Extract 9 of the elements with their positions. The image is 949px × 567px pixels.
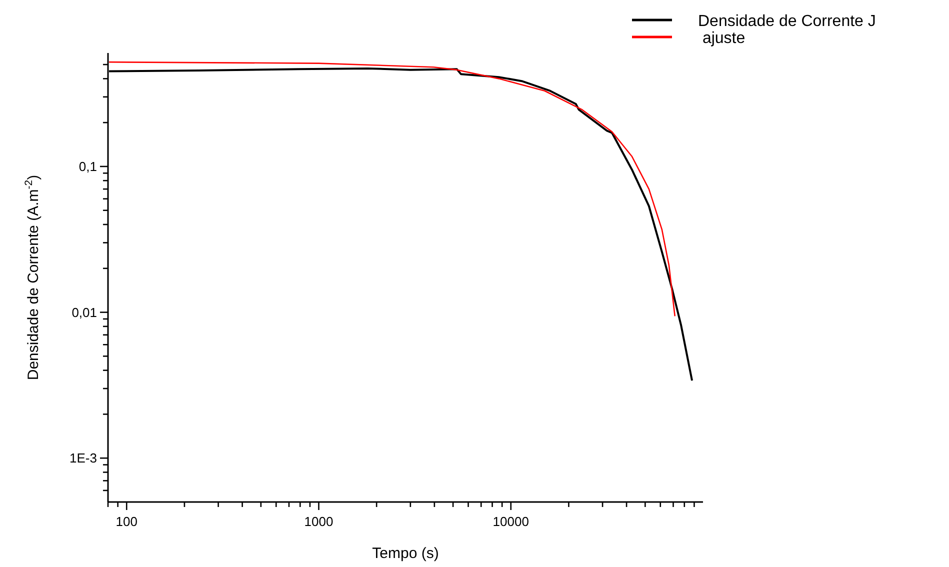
y-tick-label: 1E-3 — [70, 450, 97, 466]
x-tick-label: 10000 — [492, 514, 529, 529]
y-tick-label: 0,01 — [72, 304, 97, 320]
legend-label: ajuste — [698, 30, 746, 47]
y-tick-label: 0,1 — [78, 158, 97, 174]
x-tick-label: 1000 — [304, 514, 334, 529]
x-axis-title: Tempo (s) — [372, 545, 439, 562]
legend-label: Densidade de Corrente J — [698, 13, 876, 30]
x-tick-label: 100 — [116, 514, 138, 529]
